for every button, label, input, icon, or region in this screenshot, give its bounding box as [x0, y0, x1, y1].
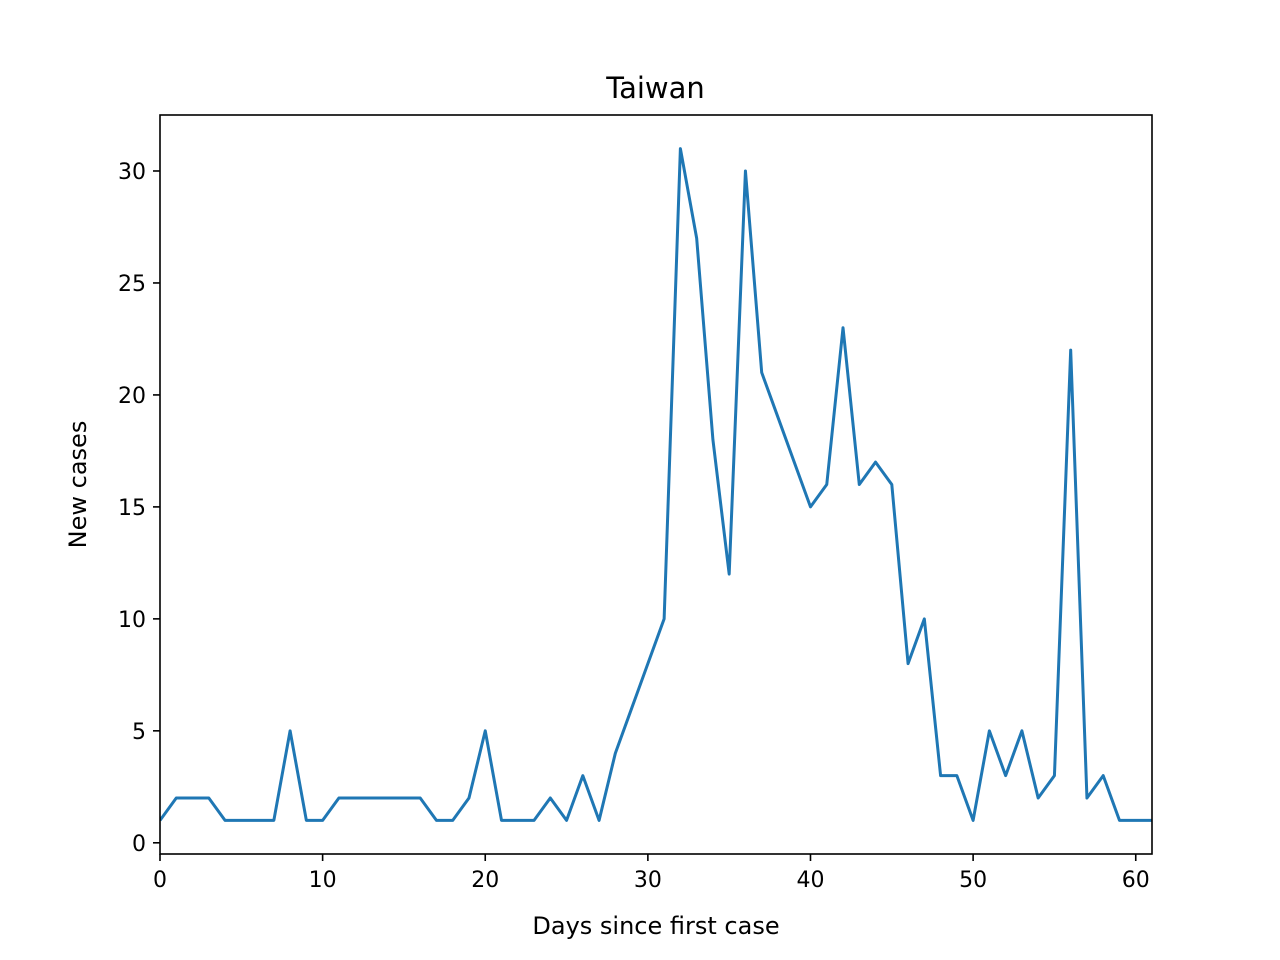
- x-axis-label: Days since first case: [532, 912, 779, 940]
- plot-area: [160, 147, 1152, 822]
- y-tick-label: 20: [118, 384, 146, 409]
- y-tick-label: 25: [118, 272, 146, 297]
- y-axis: 0 5 10 15 20 25 30: [118, 160, 160, 857]
- x-tick-label: 40: [796, 868, 824, 893]
- plot-frame: [159, 114, 1153, 855]
- y-tick-label: 10: [118, 608, 146, 633]
- x-axis: 0 10 20 30 40 50 60: [153, 854, 1150, 893]
- y-tick-label: 0: [132, 832, 146, 857]
- x-tick-label: 30: [634, 868, 662, 893]
- x-tick-label: 60: [1122, 868, 1150, 893]
- y-tick-label: 5: [132, 720, 146, 745]
- x-tick-label: 0: [153, 868, 167, 893]
- chart-title: Taiwan: [605, 71, 705, 105]
- x-tick-label: 10: [309, 868, 337, 893]
- series-line-0: [160, 147, 1152, 822]
- y-tick-label: 30: [118, 160, 146, 185]
- x-tick-label: 50: [959, 868, 987, 893]
- y-tick-label: 15: [118, 496, 146, 521]
- y-axis-label: New cases: [64, 421, 92, 549]
- x-tick-label: 20: [471, 868, 499, 893]
